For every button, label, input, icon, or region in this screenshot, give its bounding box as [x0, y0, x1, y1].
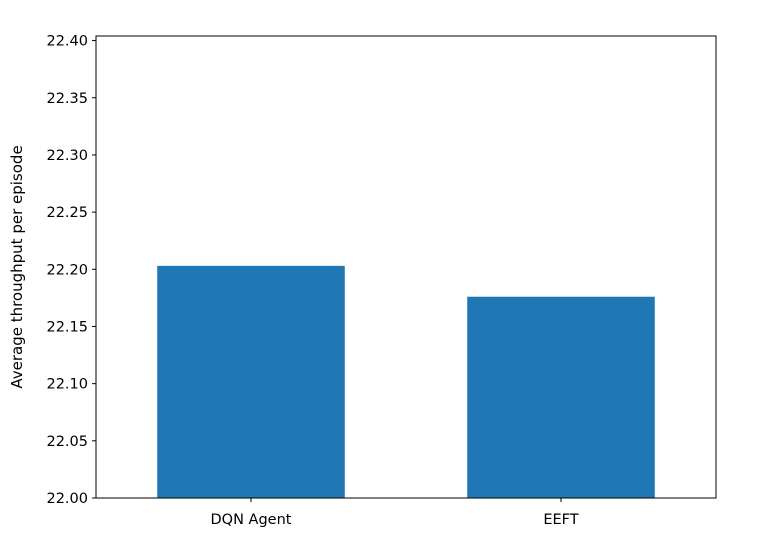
plot-frame — [95, 35, 717, 499]
bar-dqn-agent — [157, 265, 345, 498]
y-tick-label: 22.25 — [46, 205, 88, 221]
y-tick-label: 22.15 — [46, 319, 88, 335]
y-tick-label: 22.30 — [46, 148, 88, 164]
y-tick-label: 22.00 — [46, 491, 88, 507]
labels-layer: 22.00 22.05 22.10 22.15 22.20 22.25 22.30 22.35… — [8, 34, 579, 528]
y-tick-label: 22.35 — [46, 91, 88, 107]
x-tick-label: DQN Agent — [211, 512, 292, 528]
y-tick-label: 22.40 — [46, 34, 88, 50]
x-tick-label: EEFT — [543, 512, 578, 528]
bars-layer — [157, 265, 655, 498]
y-axis-label: Average throughput per episode — [8, 145, 26, 388]
axes-layer — [92, 35, 717, 502]
y-tick-label: 22.20 — [46, 262, 88, 278]
y-tick-label: 22.05 — [46, 434, 88, 450]
y-tick-label: 22.10 — [46, 377, 88, 393]
bar-eeft — [467, 296, 655, 498]
